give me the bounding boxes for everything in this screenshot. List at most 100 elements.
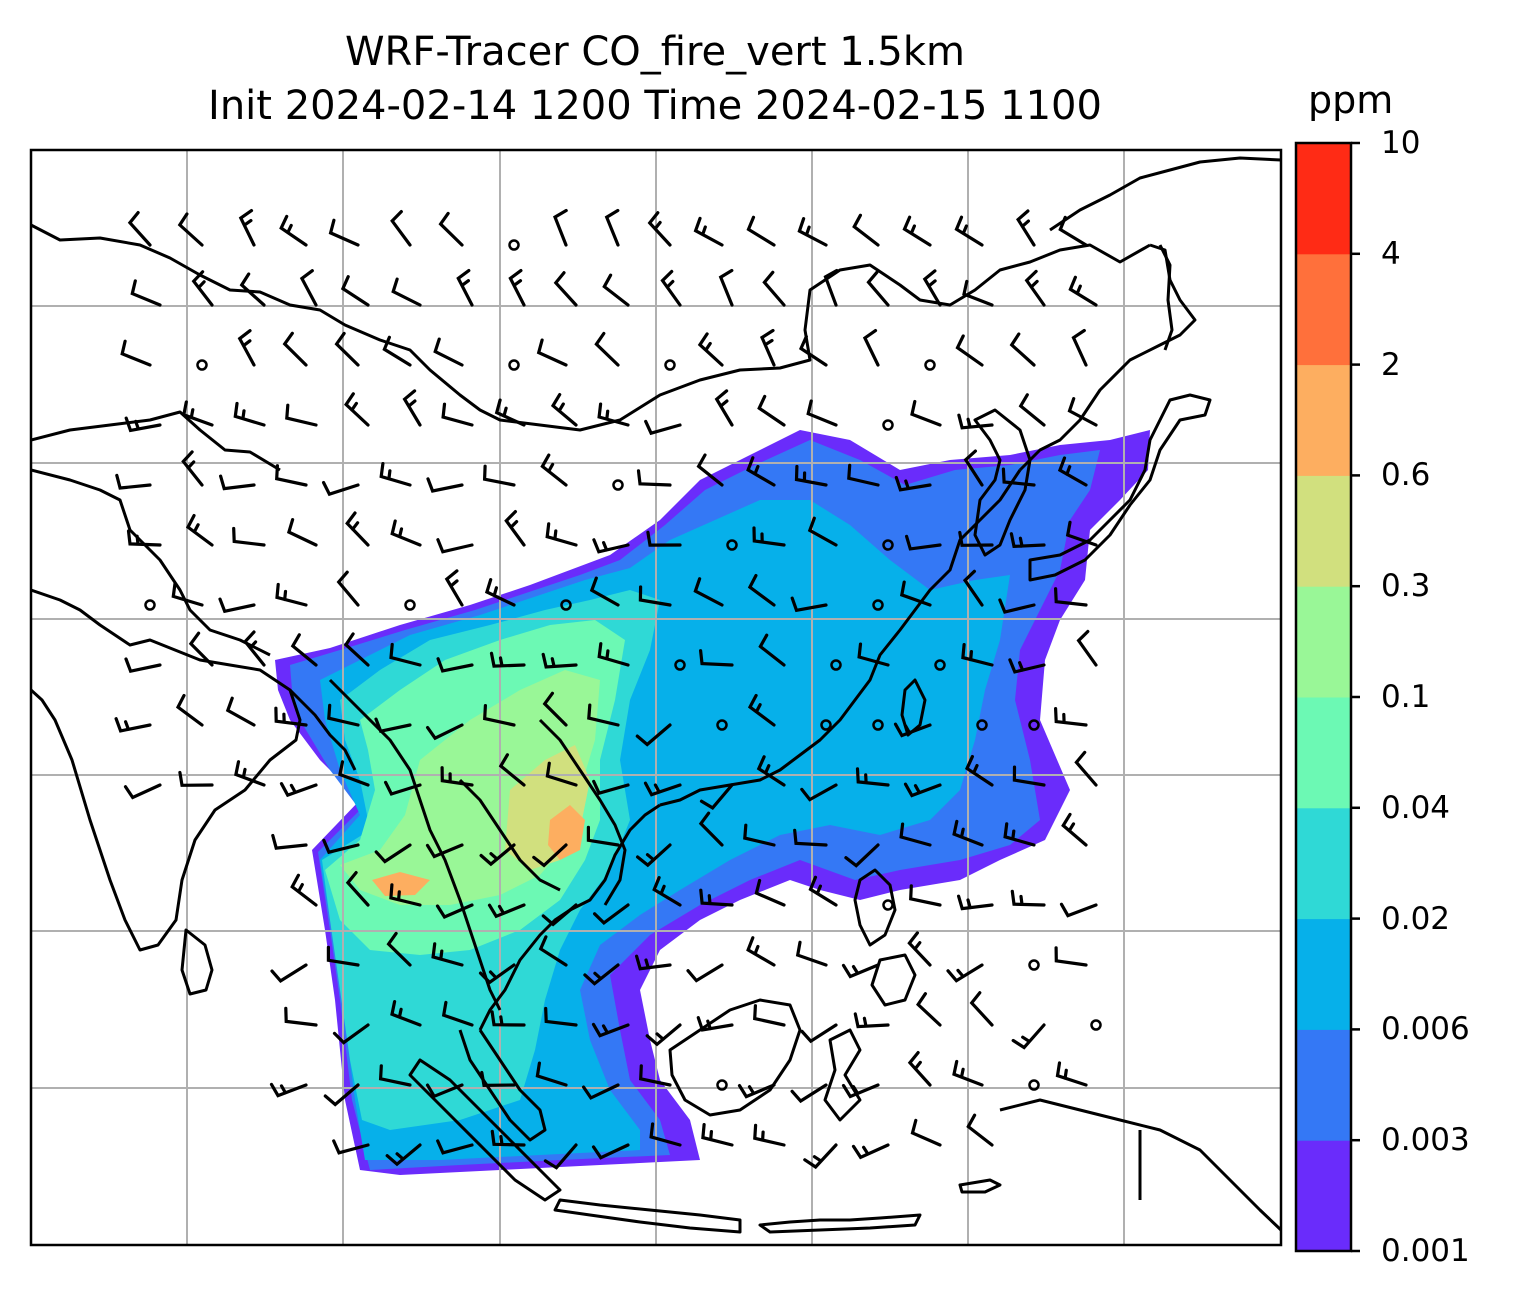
wind-barb	[1054, 587, 1088, 607]
wind-barb	[390, 519, 422, 547]
wind-barb	[1058, 215, 1088, 247]
wind-barb	[699, 649, 734, 667]
korea-coastline	[973, 408, 1032, 557]
wind-barb	[1065, 520, 1098, 547]
wind-calm-marker	[872, 719, 884, 731]
wind-barb	[693, 577, 724, 607]
wind-barb	[1067, 397, 1098, 427]
wind-barb	[593, 903, 630, 925]
wind-barb	[338, 760, 370, 787]
wind-barb	[378, 1064, 412, 1087]
sakhalin-coast	[1158, 244, 1174, 351]
wind-barb	[952, 1059, 984, 1087]
wind-barb	[538, 935, 568, 967]
wind-barb	[1057, 456, 1088, 487]
wind-barb	[431, 942, 464, 967]
wind-barb	[808, 875, 838, 907]
colorbar-segment	[1296, 586, 1351, 698]
pakistan-border	[31, 468, 271, 657]
wind-barb	[841, 1083, 880, 1099]
wind-barb	[964, 755, 994, 787]
wind-barb	[124, 657, 162, 674]
wind-barb	[635, 723, 672, 747]
wind-barb	[894, 475, 932, 492]
map-gridlines	[31, 150, 1281, 1245]
wind-barb	[536, 338, 568, 367]
wind-barb	[699, 888, 734, 907]
wind-barb	[490, 1010, 526, 1027]
wind-barb	[807, 516, 838, 547]
wind-barb	[636, 469, 672, 487]
wind-barb	[191, 270, 214, 307]
wind-barb	[592, 538, 630, 554]
wind-barb	[542, 691, 568, 727]
wind-barb	[643, 781, 682, 797]
wind-calm-marker	[820, 719, 832, 731]
wind-barb	[271, 833, 308, 850]
wind-barb	[1018, 393, 1046, 427]
wind-barb	[543, 1143, 578, 1170]
wind-barb	[746, 215, 776, 247]
wind-barb	[909, 884, 942, 907]
wind-barb	[175, 693, 204, 727]
new-guinea-coastline	[999, 1098, 1281, 1232]
wind-barb	[345, 511, 370, 547]
wind-barb	[386, 931, 412, 967]
map-title-line1: WRF-Tracer CO_fire_vert 1.5km	[344, 29, 966, 75]
wind-calm-marker	[872, 599, 884, 611]
wind-barb	[171, 581, 204, 607]
wind-barb	[1061, 812, 1088, 847]
wind-barb	[299, 269, 318, 307]
wind-barb	[545, 522, 578, 547]
wind-barb	[532, 843, 568, 868]
wind-barb	[541, 652, 578, 669]
wind-barb	[636, 843, 672, 868]
central-asia-border	[31, 410, 281, 472]
wind-barb	[379, 462, 412, 487]
wind-barb	[384, 780, 422, 796]
wind-barb	[644, 419, 682, 436]
wind-calm-marker	[144, 599, 156, 611]
wind-calm-marker	[976, 719, 988, 731]
wind-calm-marker	[404, 599, 416, 611]
wind-calm-marker	[882, 899, 894, 911]
wind-barb	[478, 963, 516, 985]
wind-barb	[903, 782, 942, 798]
wind-barb	[1012, 765, 1046, 787]
wind-barb	[844, 843, 880, 868]
wind-barb	[753, 1004, 786, 1027]
wind-calm-marker	[1028, 959, 1040, 971]
wind-barb	[737, 1083, 776, 1099]
wind-barb	[479, 843, 516, 867]
wind-barb	[425, 1083, 464, 1099]
wind-barb	[604, 208, 620, 247]
wind-barb	[893, 722, 932, 738]
wind-barb	[597, 642, 630, 667]
map-panel	[31, 150, 1281, 1245]
wind-calm-marker	[1028, 719, 1040, 731]
wind-calm-marker	[1028, 1079, 1040, 1091]
map-title-line2: Init 2024-02-14 1200 Time 2024-02-15 110…	[208, 83, 1102, 129]
wind-barb	[436, 657, 474, 673]
java-coastline	[553, 1198, 742, 1234]
wind-barb	[597, 402, 630, 427]
wind-barb	[1011, 1023, 1046, 1050]
wind-barb	[756, 755, 786, 787]
concentration-field	[275, 430, 1150, 1175]
wind-barb	[270, 963, 308, 983]
wind-barb	[652, 876, 682, 907]
wind-barb	[916, 992, 942, 1027]
wind-barb	[284, 1006, 318, 1027]
wind-barb	[747, 574, 776, 607]
wind-barb	[1001, 467, 1036, 487]
wind-barb	[282, 331, 308, 367]
wind-barb	[426, 723, 464, 741]
wind-barb	[591, 1022, 630, 1038]
wind-barb	[126, 529, 162, 547]
wind-barb	[962, 279, 994, 307]
wind-barb	[718, 268, 734, 307]
wind-barb	[963, 449, 984, 487]
wind-barb	[374, 843, 412, 864]
wind-barb	[322, 481, 360, 497]
wind-barb	[374, 717, 412, 734]
